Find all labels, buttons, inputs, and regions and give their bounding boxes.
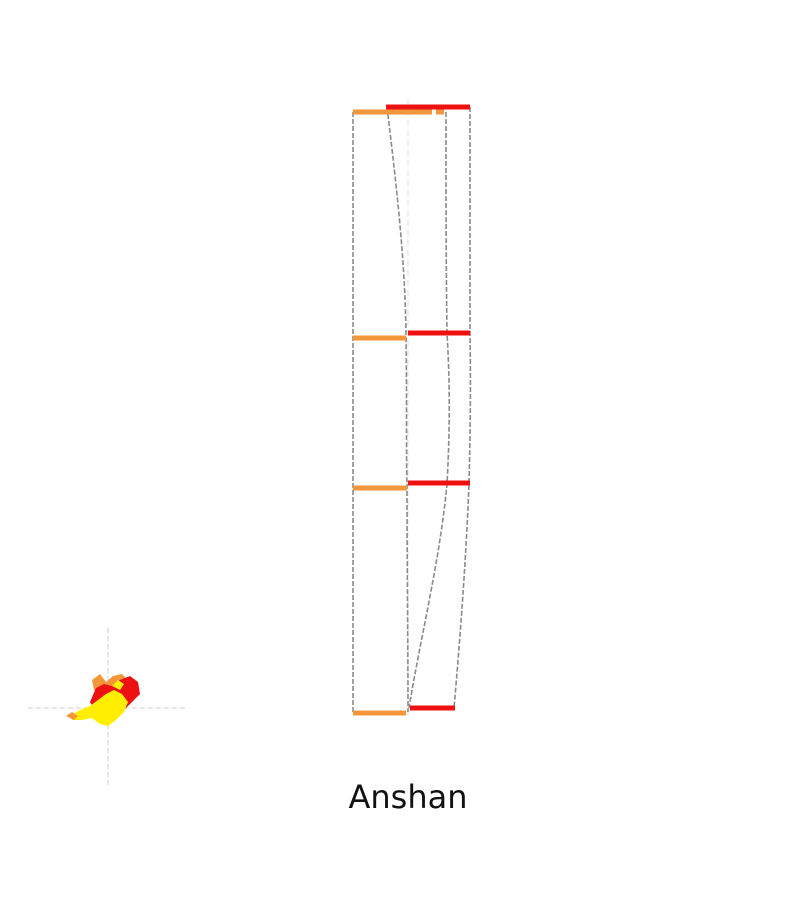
city-name-label: Anshan xyxy=(348,778,468,816)
layer-4 xyxy=(353,705,455,716)
layer-1 xyxy=(353,104,470,115)
blob-yellow-top xyxy=(112,680,124,690)
thumbnail-map xyxy=(28,628,188,788)
blob-yellow-part xyxy=(70,690,128,726)
blob-orange-edge xyxy=(66,712,78,720)
left-column-inner-edge xyxy=(386,106,409,713)
layer-2 xyxy=(353,330,470,341)
thumbnail-blob xyxy=(66,674,140,726)
flow-columns xyxy=(352,100,472,716)
right-column-inner-edge xyxy=(408,111,451,709)
layer-3 xyxy=(353,480,470,491)
right-column-outer-edge xyxy=(453,107,472,709)
